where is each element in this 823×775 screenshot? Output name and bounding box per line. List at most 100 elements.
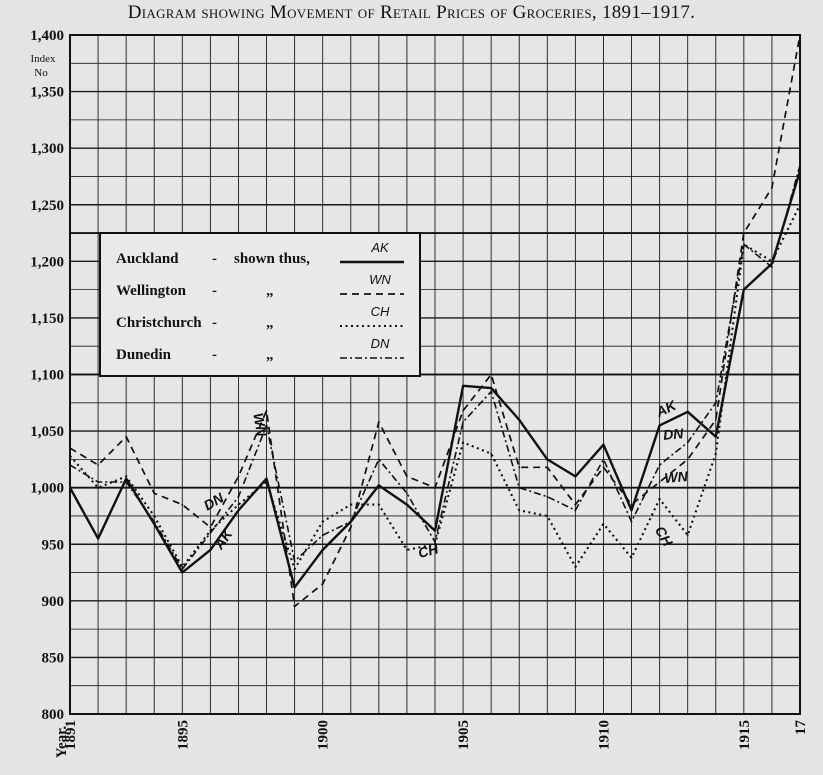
- data-point-auckland: [462, 384, 464, 387]
- data-point-christchurch: [630, 556, 633, 559]
- legend-entry-christchurch: Christchurch: [116, 315, 202, 331]
- y-axis-label-line2: No: [34, 67, 48, 79]
- y-tick-label: 1,150: [30, 311, 64, 327]
- data-point-auckland: [293, 586, 296, 589]
- data-point-wellington: [574, 503, 577, 506]
- x-tick-label: 1900: [316, 720, 332, 750]
- y-tick-label: 1,000: [30, 481, 64, 497]
- y-tick-label: 900: [42, 594, 65, 610]
- series-lines: [68, 34, 802, 608]
- data-point-dunedin: [69, 464, 71, 466]
- data-point-dunedin: [462, 421, 464, 423]
- data-point-dunedin: [265, 424, 268, 427]
- legend-entry-wellington: Wellington: [116, 283, 187, 299]
- data-point-dunedin: [630, 520, 633, 523]
- data-point-wellington: [125, 435, 128, 438]
- data-point-auckland: [658, 424, 661, 427]
- y-axis-label: Index: [30, 53, 56, 65]
- data-point-auckland: [377, 484, 380, 487]
- data-point-auckland: [574, 475, 577, 478]
- legend-tag-dn: DN: [371, 336, 390, 351]
- data-point-dunedin: [181, 568, 184, 571]
- data-point-wellington: [799, 34, 801, 36]
- data-point-christchurch: [69, 455, 71, 457]
- data-point-auckland: [69, 486, 71, 489]
- data-point-christchurch: [574, 565, 577, 568]
- x-tick-label: 1915: [737, 720, 753, 750]
- legend-tag-wn: WN: [369, 272, 391, 287]
- data-point-christchurch: [658, 498, 661, 500]
- y-tick-label: 950: [42, 537, 65, 553]
- data-point-christchurch: [546, 515, 549, 517]
- data-point-christchurch: [602, 522, 605, 525]
- data-point-wellington: [237, 475, 240, 478]
- data-point-dunedin: [349, 520, 352, 523]
- data-point-wellington: [630, 503, 633, 506]
- data-point-wellington: [69, 447, 71, 449]
- data-point-auckland: [714, 435, 717, 438]
- data-point-wellington: [490, 373, 493, 376]
- legend-dash: -: [212, 251, 217, 267]
- data-point-wellington: [97, 464, 99, 466]
- legend-ditto: „: [266, 315, 274, 331]
- legend-box: [99, 232, 421, 377]
- data-point-christchurch: [97, 486, 99, 489]
- data-point-christchurch: [349, 503, 352, 506]
- series-annotation-dn: DN: [662, 425, 684, 443]
- data-point-christchurch: [686, 534, 689, 537]
- data-point-christchurch: [490, 452, 493, 455]
- data-point-dunedin: [771, 266, 773, 268]
- y-tick-label: 850: [42, 650, 65, 666]
- data-point-wellington: [602, 466, 605, 469]
- data-point-christchurch: [714, 452, 717, 455]
- data-point-auckland: [602, 443, 605, 446]
- data-point-dunedin: [377, 458, 380, 461]
- data-point-christchurch: [462, 441, 464, 444]
- x-tick-label: 1910: [596, 720, 612, 750]
- data-point-auckland: [125, 477, 128, 480]
- y-tick-label: 1,350: [30, 85, 64, 101]
- x-tick-label: 1905: [456, 720, 472, 750]
- data-point-dunedin: [321, 534, 324, 537]
- data-point-christchurch: [293, 568, 296, 571]
- series-annotation-ch: CH: [416, 540, 441, 561]
- data-point-auckland: [97, 537, 99, 540]
- data-point-wellington: [546, 466, 549, 469]
- y-tick-label: 1,250: [30, 198, 64, 214]
- plot-frame: [69, 34, 801, 715]
- y-tick-label: 1,050: [30, 424, 64, 440]
- data-point-wellington: [406, 475, 408, 478]
- legend-suffix: shown thus,: [234, 251, 310, 267]
- x-tick-label: 17: [793, 720, 809, 736]
- chart-title: Diagram showing Movement of Retail Price…: [127, 2, 696, 23]
- data-point-dunedin: [293, 560, 296, 563]
- series-annotation-wn: WN: [250, 412, 270, 439]
- data-point-wellington: [349, 526, 352, 529]
- y-tick-label: 800: [42, 707, 65, 723]
- data-point-dunedin: [574, 509, 577, 512]
- axis-labels: 800 850 900 950 1,000 1,050 1,100 1,150 1,200 1,2…: [30, 28, 809, 758]
- data-point-dunedin: [406, 492, 408, 495]
- data-point-christchurch: [434, 543, 436, 546]
- data-point-dunedin: [209, 532, 212, 534]
- data-point-auckland: [799, 169, 801, 172]
- data-point-dunedin: [518, 486, 521, 489]
- data-point-wellington: [434, 486, 436, 489]
- data-point-auckland: [686, 410, 689, 413]
- data-point-wellington: [153, 492, 156, 495]
- data-point-auckland: [630, 509, 633, 512]
- data-point-wellington: [265, 409, 268, 412]
- data-point-wellington: [293, 605, 296, 608]
- series-annotation-wn: WN: [664, 468, 690, 486]
- legend-tag-ak: AK: [370, 240, 390, 255]
- data-point-christchurch: [237, 503, 240, 506]
- data-point-wellington: [771, 186, 773, 189]
- y-tick-label: 1,100: [30, 368, 64, 384]
- data-point-auckland: [546, 458, 549, 461]
- data-point-dunedin: [490, 390, 493, 393]
- legend-dash: -: [212, 283, 217, 299]
- data-point-wellington: [377, 421, 380, 423]
- data-point-auckland: [490, 387, 493, 389]
- data-point-christchurch: [799, 203, 801, 206]
- data-point-dunedin: [714, 401, 717, 404]
